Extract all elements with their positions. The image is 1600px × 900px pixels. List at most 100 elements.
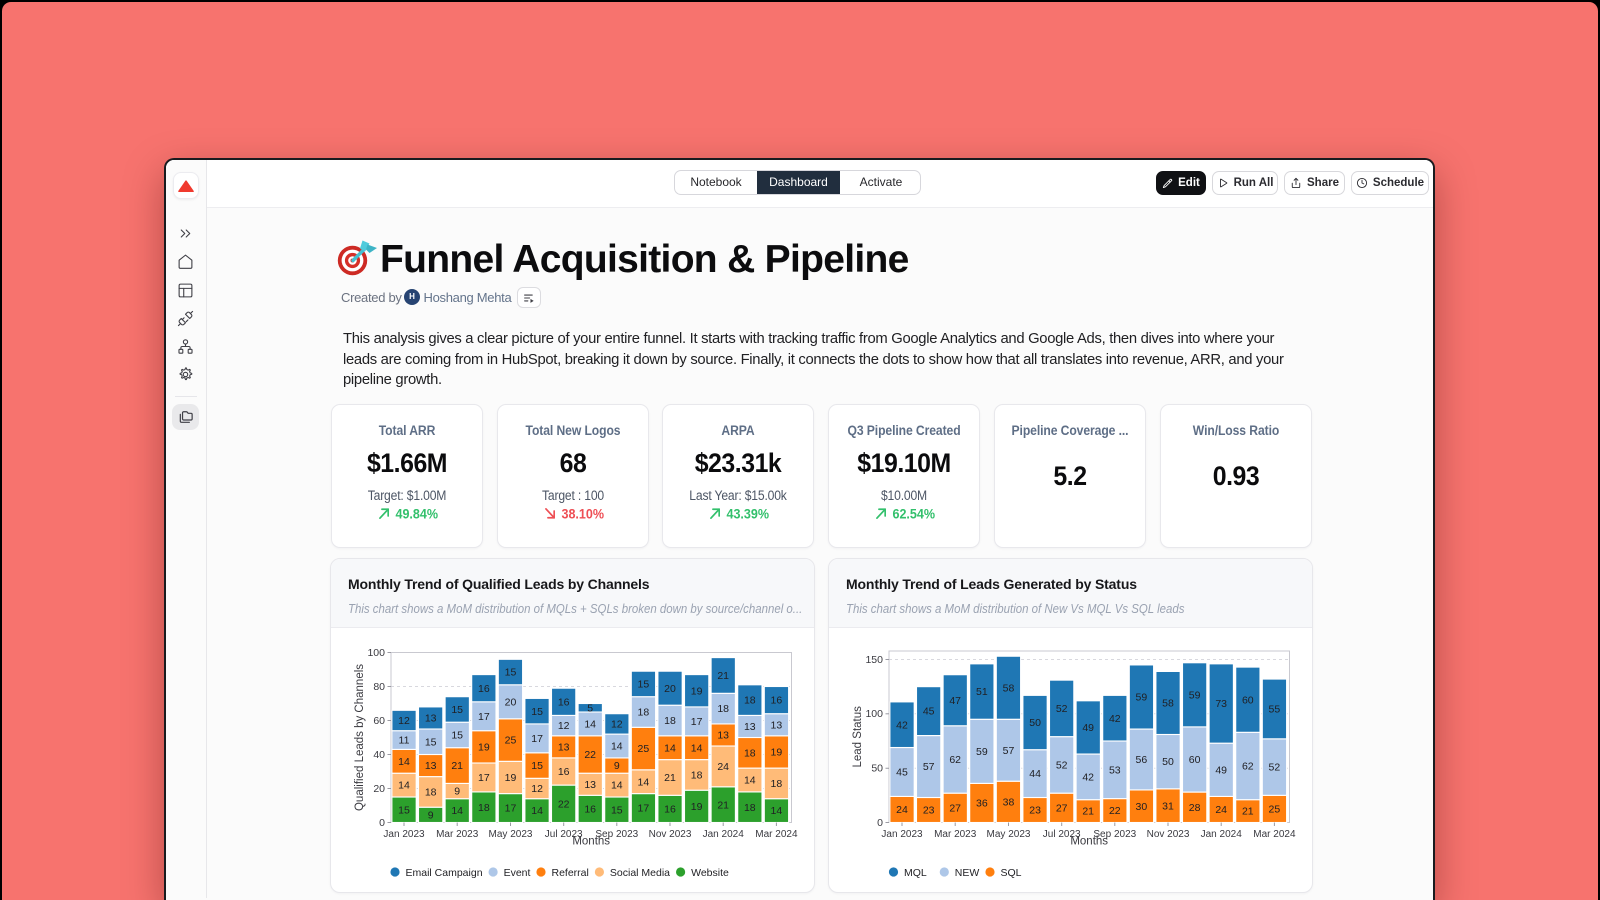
- svg-text:Mar 2023: Mar 2023: [436, 829, 479, 840]
- svg-text:62: 62: [1242, 761, 1254, 773]
- svg-text:45: 45: [923, 706, 935, 718]
- svg-text:Jan 2023: Jan 2023: [881, 829, 923, 840]
- svg-text:20: 20: [505, 696, 517, 708]
- svg-text:9: 9: [428, 809, 434, 821]
- svg-text:15: 15: [531, 760, 543, 772]
- svg-text:14: 14: [691, 742, 703, 754]
- svg-text:59: 59: [1189, 689, 1201, 701]
- svg-text:59: 59: [976, 746, 988, 758]
- svg-text:Mar 2024: Mar 2024: [1253, 829, 1296, 840]
- svg-text:23: 23: [1029, 805, 1041, 817]
- svg-text:12: 12: [531, 783, 543, 795]
- svg-text:17: 17: [531, 733, 543, 745]
- svg-text:27: 27: [1056, 802, 1068, 814]
- svg-text:11: 11: [399, 735, 410, 747]
- svg-text:73: 73: [1215, 698, 1227, 710]
- svg-text:Jan 2024: Jan 2024: [703, 829, 745, 840]
- svg-text:45: 45: [896, 767, 908, 779]
- svg-text:21: 21: [451, 760, 463, 772]
- svg-text:59: 59: [1136, 692, 1148, 704]
- svg-text:14: 14: [611, 780, 623, 792]
- svg-text:42: 42: [1082, 771, 1094, 783]
- svg-text:16: 16: [478, 683, 490, 695]
- svg-text:Event: Event: [504, 867, 531, 879]
- svg-text:19: 19: [771, 747, 783, 759]
- svg-text:16: 16: [584, 804, 596, 816]
- svg-text:22: 22: [558, 798, 570, 810]
- svg-text:60: 60: [1189, 754, 1201, 766]
- svg-text:14: 14: [398, 756, 410, 768]
- svg-text:12: 12: [558, 720, 570, 732]
- svg-text:57: 57: [923, 761, 935, 773]
- svg-text:14: 14: [611, 741, 623, 753]
- svg-text:Nov 2023: Nov 2023: [649, 829, 692, 840]
- svg-text:21: 21: [664, 772, 676, 784]
- svg-text:50: 50: [1029, 717, 1041, 729]
- svg-text:NEW: NEW: [955, 867, 980, 879]
- svg-text:55: 55: [1269, 704, 1281, 716]
- svg-text:47: 47: [949, 695, 961, 707]
- svg-text:16: 16: [771, 695, 783, 707]
- svg-text:Qualified Leads by Channels: Qualified Leads by Channels: [354, 664, 366, 811]
- svg-text:Mar 2024: Mar 2024: [755, 829, 798, 840]
- svg-text:22: 22: [584, 749, 596, 761]
- svg-text:27: 27: [949, 802, 961, 814]
- svg-text:0: 0: [877, 817, 883, 829]
- svg-text:58: 58: [1162, 698, 1174, 710]
- svg-text:15: 15: [451, 730, 463, 742]
- svg-text:51: 51: [976, 686, 988, 698]
- svg-text:38: 38: [1003, 796, 1015, 808]
- svg-text:18: 18: [717, 703, 729, 715]
- svg-text:17: 17: [478, 711, 490, 723]
- svg-text:42: 42: [1109, 713, 1121, 725]
- svg-text:17: 17: [638, 803, 650, 815]
- svg-text:18: 18: [638, 707, 650, 719]
- svg-text:15: 15: [638, 679, 650, 691]
- svg-text:15: 15: [451, 704, 463, 716]
- svg-text:18: 18: [771, 778, 783, 790]
- svg-text:13: 13: [558, 741, 570, 753]
- svg-text:SQL: SQL: [1001, 867, 1022, 879]
- svg-text:36: 36: [976, 798, 988, 810]
- svg-text:100: 100: [865, 708, 883, 720]
- svg-text:Referral: Referral: [552, 867, 589, 879]
- svg-text:13: 13: [584, 779, 596, 791]
- svg-text:13: 13: [425, 713, 437, 725]
- svg-text:14: 14: [638, 776, 650, 788]
- svg-text:18: 18: [664, 715, 676, 727]
- svg-text:Email Campaign: Email Campaign: [406, 867, 483, 879]
- svg-text:May 2023: May 2023: [489, 829, 533, 840]
- svg-text:Jan 2023: Jan 2023: [383, 829, 425, 840]
- svg-text:9: 9: [614, 760, 620, 772]
- svg-text:14: 14: [664, 742, 676, 754]
- svg-text:21: 21: [1242, 806, 1254, 818]
- svg-text:56: 56: [1136, 754, 1148, 766]
- svg-text:Months: Months: [1070, 836, 1108, 848]
- svg-text:14: 14: [744, 775, 756, 787]
- svg-text:Jul 2023: Jul 2023: [1043, 829, 1081, 840]
- svg-text:24: 24: [1215, 804, 1227, 816]
- svg-text:50: 50: [871, 763, 883, 775]
- svg-text:44: 44: [1029, 768, 1041, 780]
- svg-text:21: 21: [717, 799, 729, 811]
- svg-text:15: 15: [505, 667, 517, 679]
- svg-text:14: 14: [531, 805, 543, 817]
- svg-text:13: 13: [771, 719, 783, 731]
- svg-text:19: 19: [478, 741, 490, 753]
- svg-text:100: 100: [367, 647, 385, 659]
- svg-text:30: 30: [1136, 801, 1148, 813]
- svg-text:23: 23: [923, 805, 935, 817]
- svg-text:20: 20: [373, 783, 385, 795]
- svg-text:24: 24: [717, 761, 729, 773]
- svg-text:Sep 2023: Sep 2023: [595, 829, 638, 840]
- svg-text:13: 13: [425, 760, 437, 772]
- svg-text:19: 19: [691, 801, 703, 813]
- svg-text:19: 19: [691, 685, 703, 697]
- svg-text:18: 18: [744, 747, 756, 759]
- svg-text:Lead Status: Lead Status: [852, 706, 864, 768]
- svg-text:15: 15: [611, 804, 623, 816]
- svg-text:28: 28: [1189, 802, 1201, 814]
- svg-text:MQL: MQL: [904, 867, 927, 879]
- svg-text:14: 14: [771, 805, 783, 817]
- svg-text:16: 16: [558, 766, 570, 778]
